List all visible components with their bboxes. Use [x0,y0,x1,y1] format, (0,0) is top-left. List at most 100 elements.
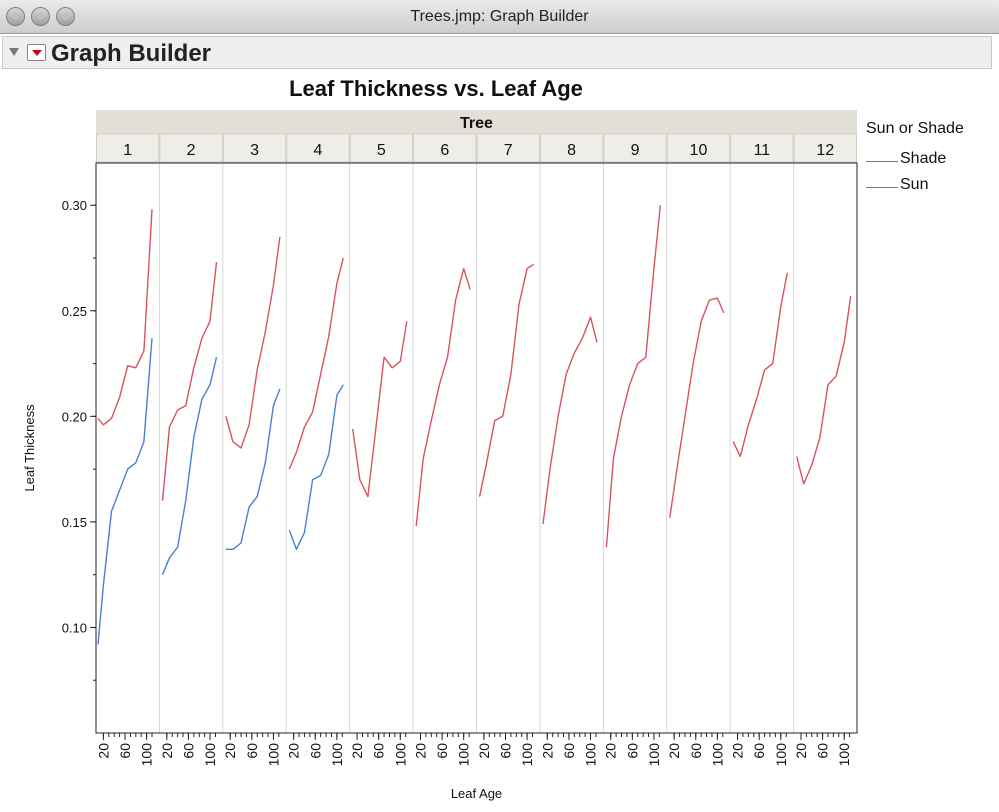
x-tick-label: 20 [730,743,746,759]
legend-item-sun[interactable]: Sun [866,176,996,196]
x-tick-label: 20 [412,743,428,759]
x-tick-label: 60 [180,743,196,759]
close-window-icon[interactable] [6,7,25,26]
legend-item-shade[interactable]: Shade [866,150,996,170]
x-tick-label: 20 [666,743,682,759]
x-tick-label: 100 [456,743,472,767]
x-tick-label: 60 [688,743,704,759]
panel-label: 11 [754,142,771,159]
series-line-shade-tree-3 [225,388,281,550]
series-line-sun-tree-8 [542,316,598,525]
x-tick-label: 100 [583,743,599,767]
legend-swatch-shade [866,161,898,162]
panel-label: 8 [567,142,576,159]
x-tick-label: 20 [95,743,111,759]
y-tick-label: 0.30 [62,198,87,213]
panel-header-5 [349,133,414,163]
x-tick-label: 60 [244,743,260,759]
panel-label: 7 [504,142,513,159]
outline-header: Graph Builder [2,36,992,69]
x-tick-label: 60 [624,743,640,759]
panel-label: 10 [690,142,708,159]
x-tick-label: 20 [349,743,365,759]
series-line-sun-tree-7 [478,263,534,497]
disclosure-triangle-icon[interactable] [9,48,19,56]
x-tick-label: 60 [751,743,767,759]
series-line-sun-tree-4 [288,257,344,470]
x-tick-label: 60 [561,743,577,759]
panel-label: 3 [250,142,259,159]
legend-label-shade: Shade [900,150,947,167]
x-tick-label: 100 [773,743,789,767]
legend-swatch-sun [866,187,898,188]
panel-label: 12 [816,142,834,159]
x-tick-label: 20 [539,743,555,759]
panel-header-2 [159,133,223,163]
x-tick-label: 100 [392,743,408,767]
minimize-window-icon[interactable] [31,7,50,26]
x-tick-label: 100 [519,743,535,767]
panel-label: 5 [377,142,386,159]
x-tick-label: 20 [793,743,809,759]
x-tick-label: 60 [307,743,323,759]
series-line-sun-tree-12 [796,295,852,485]
x-tick-label: 100 [836,743,852,767]
panel-header-8 [539,133,604,163]
y-tick-label: 0.25 [62,304,87,319]
x-tick-label: 100 [139,743,155,767]
chart-title: Leaf Thickness vs. Leaf Age [289,76,583,101]
x-tick-label: 100 [646,743,662,767]
outline-title: Graph Builder [51,40,212,67]
panel-header-6 [413,133,477,163]
panel-header-4 [286,133,350,163]
group-header-title: Tree [460,115,493,132]
legend-title: Sun or Shade [866,120,964,137]
x-tick-label: 20 [159,743,175,759]
x-tick-label: 60 [371,743,387,759]
x-tick-label: 100 [329,743,345,767]
x-tick-label: 60 [434,743,450,759]
x-tick-label: 20 [222,743,238,759]
panel-label: 6 [440,142,449,159]
red-triangle-menu-icon[interactable] [27,44,46,61]
x-tick-label: 100 [709,743,725,767]
x-tick-label: 60 [117,743,133,759]
panel-header-11 [730,133,794,163]
x-tick-label: 100 [202,743,218,767]
series-line-sun-tree-11 [732,272,788,458]
series-line-sun-tree-9 [605,205,662,548]
panel-header-12 [793,133,857,163]
series-line-shade-tree-2 [161,357,218,575]
x-tick-label: 20 [286,743,302,759]
y-tick-label: 0.15 [62,515,87,530]
panel-header-1 [96,133,160,163]
x-tick-label: 60 [815,743,831,759]
series-line-shade-tree-1 [97,338,153,645]
panel-header-10 [666,133,731,163]
panel-label: 9 [631,142,640,159]
series-line-sun-tree-3 [225,236,281,449]
series-line-sun-tree-10 [669,297,725,518]
series-line-sun-tree-5 [352,321,408,498]
panel-label: 2 [187,142,196,159]
x-axis-label: Leaf Age [451,786,502,801]
x-tick-label: 20 [476,743,492,759]
y-tick-label: 0.10 [62,620,87,635]
series-line-shade-tree-4 [288,384,344,550]
x-tick-label: 20 [603,743,619,759]
panel-header-9 [603,133,667,163]
panel-label: 1 [123,142,132,159]
group-header-band [96,110,857,134]
plot-frame [95,162,858,734]
x-tick-label: 60 [498,743,514,759]
x-tick-label: 100 [265,743,281,767]
zoom-window-icon[interactable] [56,7,75,26]
y-axis-label: Leaf Thickness [22,404,37,492]
legend-label-sun: Sun [900,176,929,193]
panel-label: 4 [314,142,323,159]
window-titlebar[interactable]: Trees.jmp: Graph Builder [0,0,999,34]
window-title: Trees.jmp: Graph Builder [410,8,589,25]
series-line-sun-tree-1 [97,209,153,426]
